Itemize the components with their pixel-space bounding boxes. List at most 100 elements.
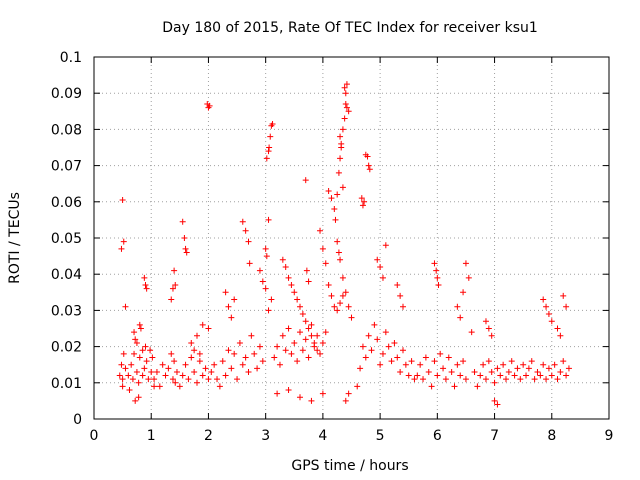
data-point — [557, 368, 564, 375]
data-points — [116, 81, 572, 408]
data-point — [122, 365, 129, 372]
data-point — [120, 238, 127, 245]
data-point — [285, 387, 292, 394]
data-point — [359, 343, 366, 350]
data-point — [182, 361, 189, 368]
data-point — [503, 376, 509, 383]
data-point — [303, 267, 310, 274]
data-point — [131, 329, 138, 336]
data-point — [433, 267, 440, 274]
data-point — [251, 350, 258, 357]
x-tick-label: 3 — [261, 428, 270, 444]
data-point — [545, 311, 552, 318]
data-point — [314, 347, 321, 354]
x-tick-label: 9 — [605, 428, 614, 444]
data-point — [437, 350, 444, 357]
data-point — [342, 397, 349, 404]
data-point — [454, 361, 461, 368]
x-tick-label: 2 — [204, 428, 213, 444]
data-point — [305, 354, 312, 361]
data-point — [133, 368, 140, 375]
data-point — [322, 329, 329, 336]
data-point — [435, 282, 442, 289]
data-point — [288, 350, 295, 357]
data-point — [557, 332, 564, 339]
data-point — [411, 376, 418, 383]
data-point — [120, 350, 127, 357]
data-point — [254, 365, 261, 372]
data-point — [145, 376, 152, 383]
data-point — [431, 358, 438, 365]
data-point — [545, 365, 552, 372]
data-point — [331, 206, 338, 213]
data-point — [141, 274, 148, 281]
data-point — [462, 376, 469, 383]
data-point — [172, 379, 179, 386]
data-point — [119, 376, 126, 383]
data-point — [208, 368, 215, 375]
data-point — [434, 274, 441, 281]
data-point — [234, 376, 241, 383]
data-point — [266, 144, 273, 151]
y-tick-label: 0.07 — [51, 159, 82, 175]
data-point — [374, 336, 381, 343]
data-point — [332, 216, 339, 223]
data-point — [485, 358, 492, 365]
data-point — [343, 81, 350, 88]
data-point — [528, 358, 535, 365]
data-point — [523, 372, 530, 379]
data-point — [468, 329, 475, 336]
data-point — [488, 332, 495, 339]
data-point — [269, 120, 276, 127]
data-point — [394, 354, 401, 361]
y-tick-label: 0.05 — [51, 231, 82, 247]
data-point — [425, 368, 432, 375]
data-point — [365, 162, 372, 169]
data-point — [126, 387, 133, 394]
data-point — [225, 347, 232, 354]
data-point — [279, 256, 286, 263]
data-point — [172, 282, 179, 289]
data-point — [133, 339, 140, 346]
data-point — [339, 184, 346, 191]
data-point — [342, 90, 349, 97]
data-point — [169, 376, 176, 383]
data-point — [497, 372, 504, 379]
data-point — [151, 383, 158, 390]
data-point — [168, 350, 175, 357]
data-point — [563, 372, 570, 379]
data-point — [500, 361, 507, 368]
data-point — [151, 376, 158, 383]
data-point — [531, 376, 538, 383]
data-point — [142, 282, 149, 289]
data-point — [341, 84, 348, 91]
data-point — [188, 354, 195, 361]
data-point — [325, 282, 332, 289]
data-point — [143, 285, 150, 292]
data-point — [139, 372, 146, 379]
data-point — [482, 318, 489, 325]
data-point — [196, 358, 203, 365]
data-point — [517, 376, 524, 383]
data-point — [448, 368, 455, 375]
data-point — [345, 303, 352, 310]
data-point — [348, 314, 355, 321]
data-point — [182, 245, 189, 252]
data-point — [554, 325, 561, 332]
y-tick-label: 0.08 — [51, 122, 82, 138]
data-point — [417, 361, 424, 368]
data-point — [262, 245, 269, 252]
data-point — [148, 368, 155, 375]
data-point — [256, 343, 263, 350]
data-point — [168, 296, 175, 303]
data-point — [560, 358, 567, 365]
data-point — [256, 267, 263, 274]
data-point — [334, 191, 341, 198]
y-tick-label: 0.02 — [51, 340, 82, 356]
y-tick-label: 0.01 — [51, 376, 82, 392]
x-axis-label: GPS time / hours — [291, 458, 408, 474]
data-point — [400, 303, 406, 310]
data-point — [136, 354, 143, 361]
data-point — [480, 361, 487, 368]
data-point — [520, 361, 527, 368]
